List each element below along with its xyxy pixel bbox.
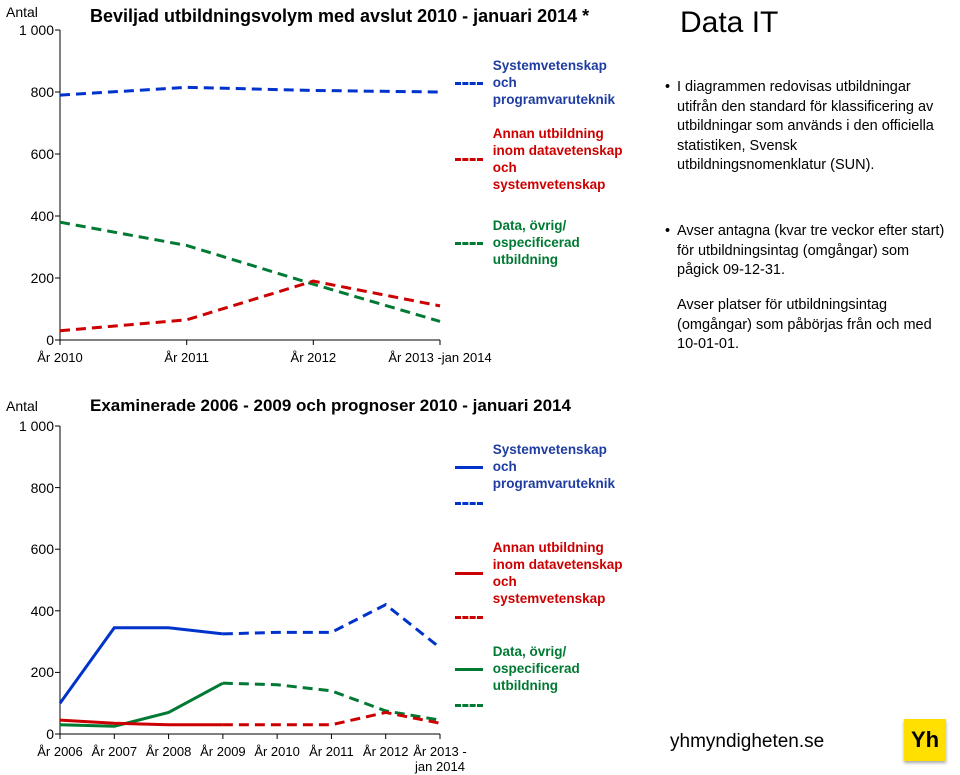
top-chart-svg xyxy=(60,30,440,340)
legend-swatch-blue-dashed xyxy=(455,502,483,505)
xtick: År 2012 xyxy=(363,744,409,759)
ytick: 200 xyxy=(6,270,54,286)
logo: Yh xyxy=(904,719,946,761)
legend-swatch-red-solid xyxy=(455,572,483,575)
bottom-series-blue-dashed xyxy=(223,605,440,648)
xtick: År 2006 xyxy=(37,744,83,759)
ytick: 200 xyxy=(6,664,54,680)
legend-label: Systemvetenskap och programvaruteknik xyxy=(493,58,633,109)
legend-label: Data, övrig/ ospecificerad utbildning xyxy=(493,218,633,269)
legend-label: Annan utbildning inom datavetenskap och … xyxy=(493,540,633,608)
bottom-legend-item: Systemvetenskap och programvaruteknik xyxy=(455,442,640,510)
legend-label: Data, övrig/ ospecificerad utbildning xyxy=(493,644,633,695)
ytick: 0 xyxy=(6,726,54,742)
side-para-text: Avser platser för utbildningsintag (omgå… xyxy=(677,296,950,355)
xtick: År 2012 xyxy=(291,350,337,365)
ytick: 400 xyxy=(6,208,54,224)
top-series-red xyxy=(60,281,440,331)
top-chart-plot xyxy=(60,30,440,340)
legend-swatch-blue-solid xyxy=(455,466,483,469)
ytick: 600 xyxy=(6,146,54,162)
xtick: År 2010 xyxy=(37,350,83,365)
bottom-chart: 1 000 800 600 400 200 0 År 2006 År 2007 … xyxy=(0,392,620,774)
legend-swatch-blue-dashed xyxy=(455,82,483,85)
xtick: År 2013 - jan 2014 xyxy=(408,744,472,774)
ytick: 800 xyxy=(6,480,54,496)
ytick: 1 000 xyxy=(6,418,54,434)
xtick: År 2011 xyxy=(164,350,209,365)
top-series-blue xyxy=(60,87,440,95)
footer-url: yhmyndigheten.se xyxy=(670,731,824,753)
page: Data IT Beviljad utbildningsvolym med av… xyxy=(0,0,960,775)
side-paragraph: Avser platser för utbildningsintag (omgå… xyxy=(665,296,950,355)
top-legend-item: Systemvetenskap och programvaruteknik xyxy=(455,58,640,109)
xtick: År 2007 xyxy=(92,744,138,759)
xtick: År 2008 xyxy=(146,744,192,759)
top-legend-item: Data, övrig/ ospecificerad utbildning xyxy=(455,218,640,269)
xtick: År 2010 xyxy=(254,744,300,759)
bottom-series-green-dashed xyxy=(223,683,440,720)
bottom-series-green-solid xyxy=(60,683,223,726)
ytick: 600 xyxy=(6,541,54,557)
side-para-text: Avser antagna (kvar tre veckor efter sta… xyxy=(677,222,950,281)
page-heading: Data IT xyxy=(680,6,778,40)
top-legend-item: Annan utbildning inom datavetenskap och … xyxy=(455,126,640,194)
legend-swatch-green-dashed xyxy=(455,242,483,245)
logo-text: Yh xyxy=(911,727,939,753)
legend-swatch-red-dashed xyxy=(455,158,483,161)
top-chart: 1 000 800 600 400 200 0 År 2010 År 2011 … xyxy=(0,0,620,390)
bottom-series-blue-solid xyxy=(60,628,223,703)
ytick: 0 xyxy=(6,332,54,348)
bottom-chart-svg xyxy=(60,426,440,734)
bottom-legend-item: Data, övrig/ ospecificerad utbildning xyxy=(455,644,640,712)
side-paragraph: Avser antagna (kvar tre veckor efter sta… xyxy=(665,222,950,281)
side-para-text: I diagrammen redovisas utbildningar utif… xyxy=(677,78,950,176)
bottom-series-red-dashed xyxy=(223,712,440,724)
legend-swatch-green-solid xyxy=(455,668,483,671)
xtick: År 2011 xyxy=(309,744,354,759)
ytick: 400 xyxy=(6,603,54,619)
legend-label: Annan utbildning inom datavetenskap och … xyxy=(493,126,633,194)
xtick: År 2013 -jan 2014 xyxy=(388,350,491,365)
ytick: 1 000 xyxy=(6,22,54,38)
ytick: 800 xyxy=(6,84,54,100)
legend-swatch-green-dashed xyxy=(455,704,483,707)
top-series-green xyxy=(60,222,440,321)
xtick: År 2009 xyxy=(200,744,246,759)
bottom-legend-item: Annan utbildning inom datavetenskap och … xyxy=(455,540,640,624)
bottom-chart-plot xyxy=(60,426,440,734)
side-paragraph: I diagrammen redovisas utbildningar utif… xyxy=(665,78,950,176)
legend-label: Systemvetenskap och programvaruteknik xyxy=(493,442,633,493)
legend-swatch-red-dashed xyxy=(455,616,483,619)
